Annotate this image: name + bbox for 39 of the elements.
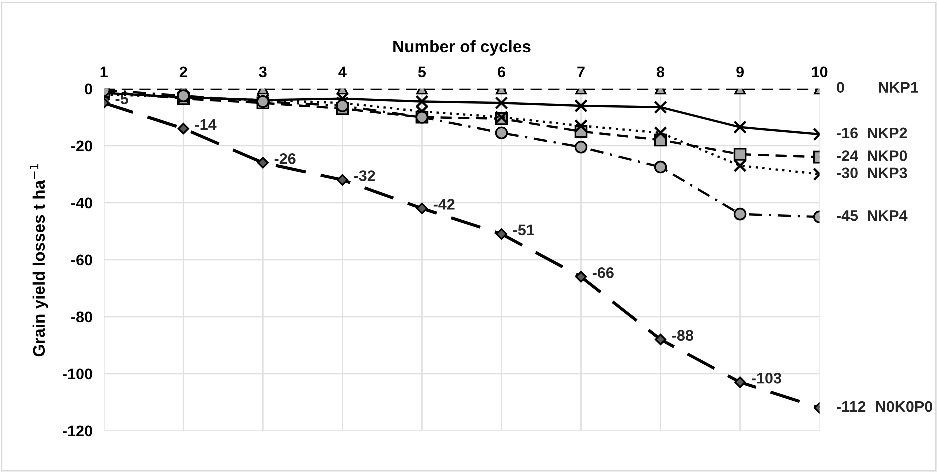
x-tick-label: 3 xyxy=(259,66,267,78)
data-label: 0 xyxy=(837,82,844,94)
y-tick-label: -40 xyxy=(72,198,92,209)
data-label: -42 xyxy=(434,199,455,210)
data-label: -103 xyxy=(752,372,782,384)
data-label: -32 xyxy=(354,170,376,182)
data-label: -66 xyxy=(592,268,614,278)
x-tick-label: 2 xyxy=(180,66,188,78)
y-axis-title: Grain yield losses t ha$^{−1}$ xyxy=(30,164,48,357)
data-label: -26 xyxy=(274,154,296,164)
text: NKP0 xyxy=(868,150,908,162)
x-tick-label: 8 xyxy=(657,66,665,78)
x-tick-label: 6 xyxy=(498,66,506,78)
x-tick-label: 4 xyxy=(338,66,347,78)
text: NKP2 xyxy=(868,128,908,138)
text: N0K0P0 xyxy=(876,401,932,412)
data-label: -14 xyxy=(195,119,217,130)
data-label: -51 xyxy=(513,224,534,236)
y-tick-label: -80 xyxy=(72,312,92,323)
y-tick-label: -20 xyxy=(72,140,92,152)
x-tick-label: 7 xyxy=(578,66,585,78)
x-tick-label: 1 xyxy=(100,66,108,78)
x-tick-label: 5 xyxy=(418,66,426,78)
y-tick-label: -100 xyxy=(63,368,92,380)
text: NKP1 xyxy=(879,82,918,93)
text: NKP3 xyxy=(868,168,908,179)
x-axis-title: Number of cycles xyxy=(394,40,531,56)
data-label: -30 xyxy=(837,168,858,179)
x-tick-label: 9 xyxy=(736,66,744,78)
y-tick-label: 0 xyxy=(85,84,92,95)
text: NKP4 xyxy=(868,210,908,222)
y-tick-label: -60 xyxy=(72,254,92,266)
data-label: -112 xyxy=(837,401,866,412)
data-label: -24 xyxy=(837,150,858,162)
data-label: -16 xyxy=(837,128,858,139)
x-tick-label: 10 xyxy=(812,66,828,78)
data-label: -88 xyxy=(672,330,694,342)
y-tick-label: -120 xyxy=(63,426,92,437)
data-label: -45 xyxy=(837,210,858,222)
